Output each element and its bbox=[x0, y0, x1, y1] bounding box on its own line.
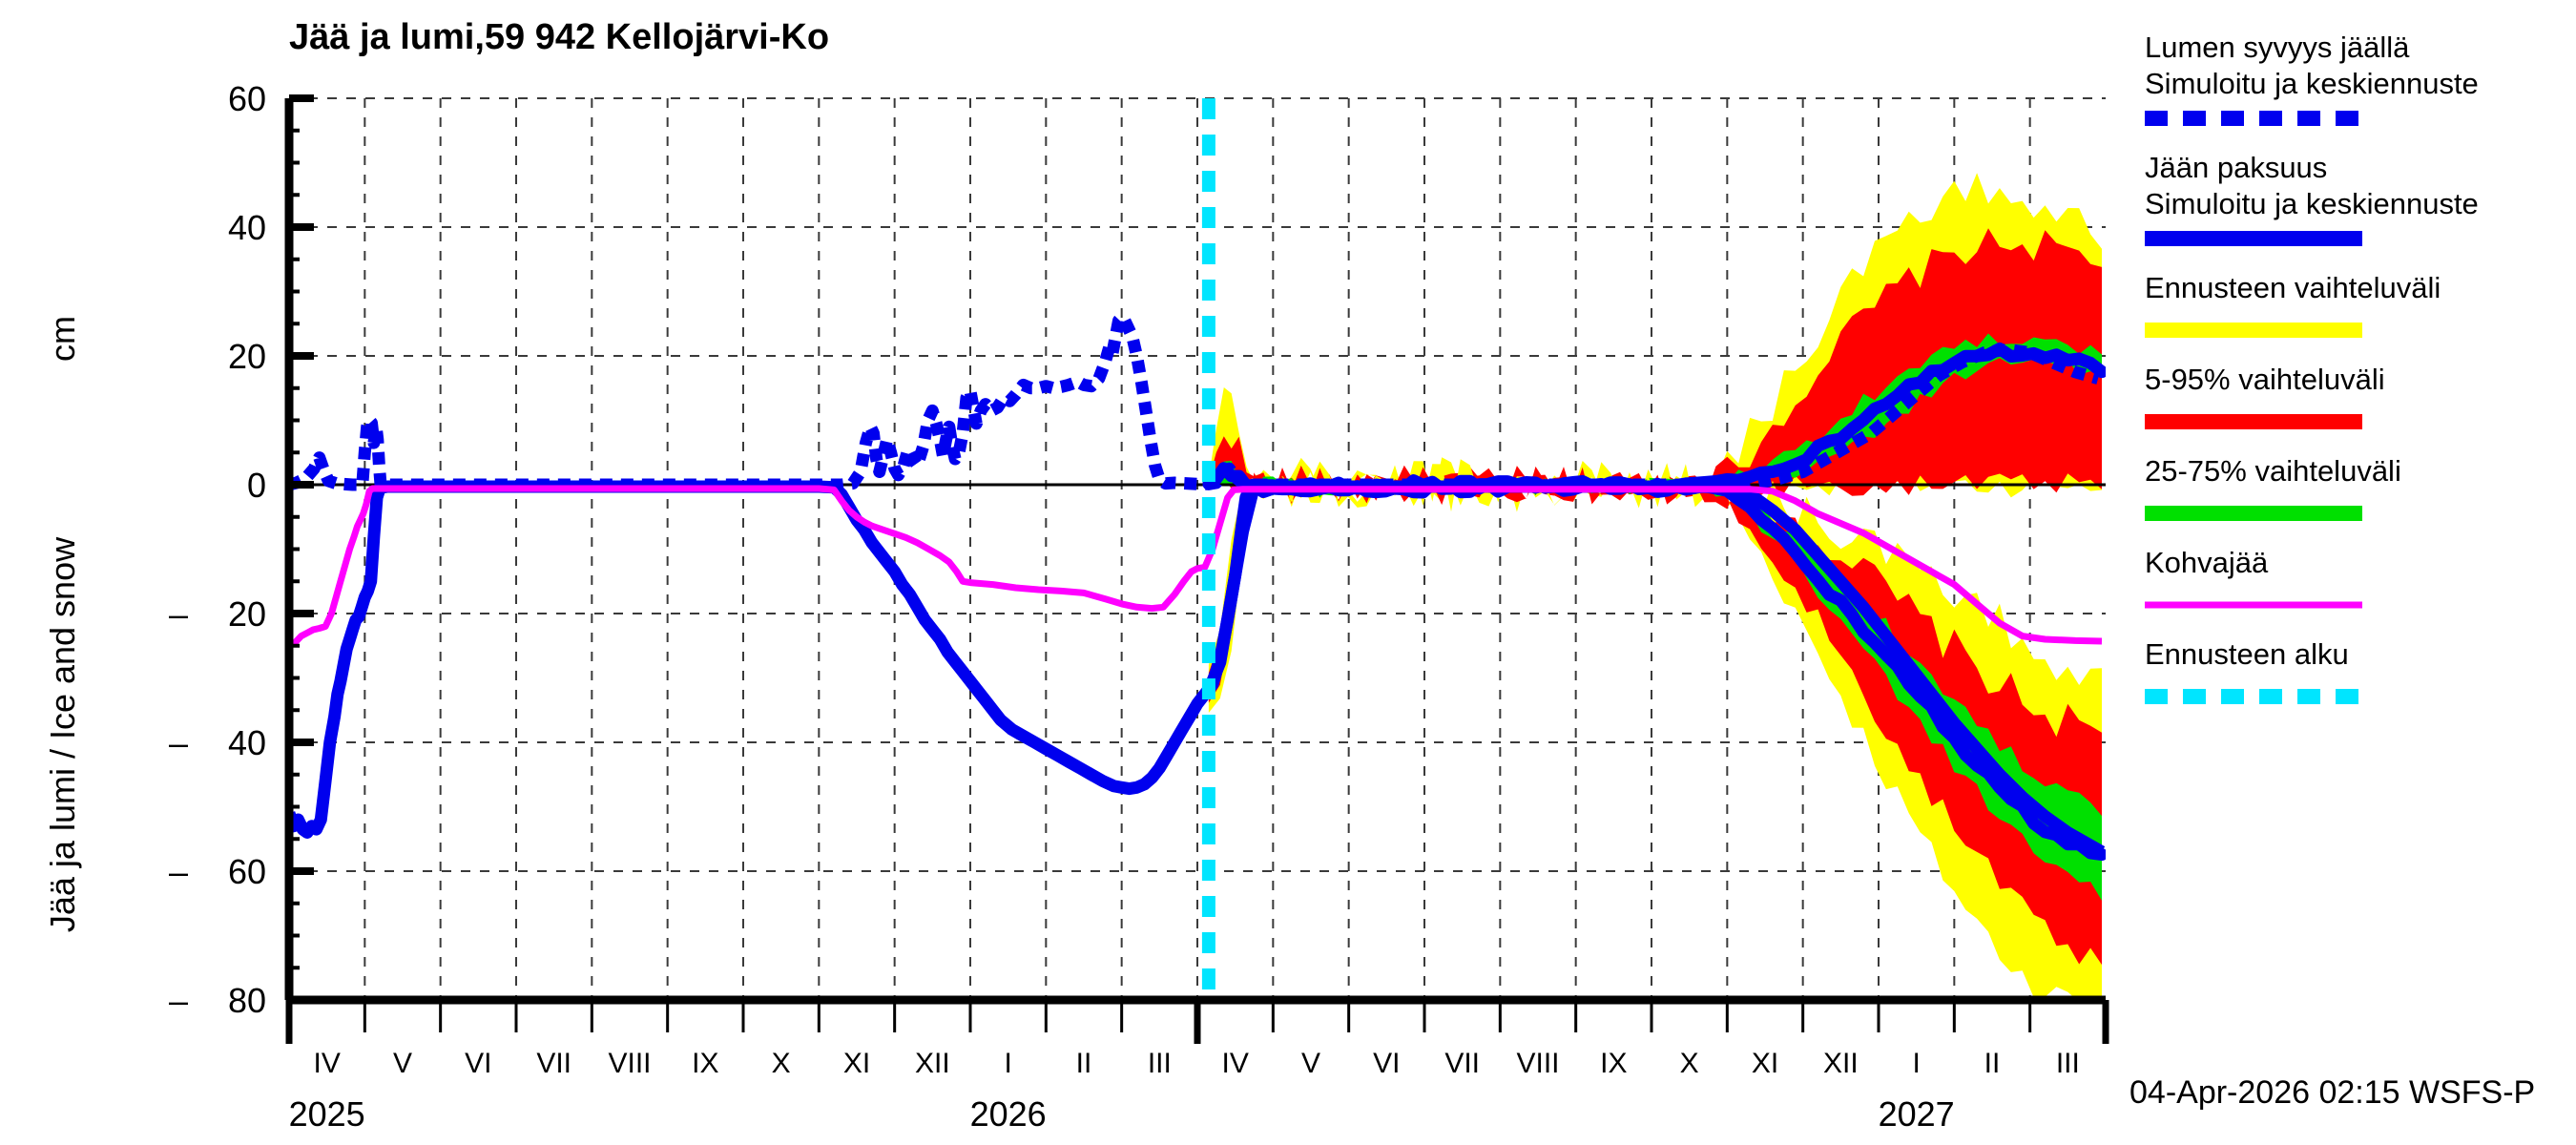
x-month-label: XI bbox=[843, 1048, 870, 1079]
page-title: Jää ja lumi,59 942 Kellojärvi-Ko bbox=[289, 17, 830, 57]
x-month-label: V bbox=[393, 1048, 412, 1079]
uncertainty-bands bbox=[1208, 173, 2102, 1000]
footer-timestamp: 04-Apr-2026 02:15 WSFS-P bbox=[2129, 1074, 2535, 1111]
legend-item-title: 5-95% vaihteluväli bbox=[2145, 363, 2385, 396]
x-month-label: IX bbox=[692, 1048, 718, 1079]
y-tick-minus: – bbox=[169, 594, 188, 634]
y-tick-minus: – bbox=[169, 723, 188, 762]
y-tick-label: 0 bbox=[247, 466, 266, 505]
legend-item-title: Lumen syvyys jäällä bbox=[2145, 31, 2410, 64]
x-year-label: 2027 bbox=[1879, 1094, 1955, 1134]
x-month-label: V bbox=[1301, 1048, 1320, 1079]
y-tick-label: 20 bbox=[228, 594, 266, 634]
y-tick-label: 80 bbox=[228, 981, 266, 1020]
y-tick-minus: – bbox=[169, 981, 188, 1020]
x-month-label: I bbox=[1004, 1048, 1011, 1079]
x-month-label: XII bbox=[1823, 1048, 1859, 1079]
x-month-label: IV bbox=[313, 1048, 340, 1079]
legend-item-title: Ennusteen alku bbox=[2145, 637, 2349, 671]
legend-item-subtitle: Simuloitu ja keskiennuste bbox=[2145, 67, 2479, 100]
y-tick-label: 60 bbox=[228, 79, 266, 118]
x-tick-labels: IV V VI VII VIII IX X XI XII I II III IV V VI VII VIII IX… bbox=[313, 1048, 2079, 1079]
y-tick-minus: – bbox=[169, 852, 188, 891]
x-month-label: XI bbox=[1752, 1048, 1778, 1079]
y-tick-labels: 60 40 20 0 20 40 60 80 – – – – bbox=[169, 79, 266, 1020]
x-month-label: IV bbox=[1221, 1048, 1248, 1079]
axes bbox=[284, 94, 2109, 1044]
x-month-label: VI bbox=[1373, 1048, 1400, 1079]
y-tick-label: 40 bbox=[228, 723, 266, 762]
legend-item-title: Jään paksuus bbox=[2145, 151, 2327, 184]
x-month-label: VIII bbox=[608, 1048, 651, 1079]
y-tick-label: 20 bbox=[228, 337, 266, 376]
x-month-label: VII bbox=[536, 1048, 571, 1079]
y-tick-label: 60 bbox=[228, 852, 266, 891]
y-axis-title: Jää ja lumi / Ice and snow bbox=[43, 536, 82, 932]
data-series bbox=[289, 311, 2106, 862]
y-axis-unit: cm bbox=[43, 316, 82, 362]
x-month-label: III bbox=[2056, 1048, 2080, 1079]
x-month-label: XII bbox=[915, 1048, 950, 1079]
axis-titles: Jää ja lumi / Ice and snow cm bbox=[43, 316, 82, 932]
legend-item-title: Ennusteen vaihteluväli bbox=[2145, 271, 2441, 304]
legend-item-title: Kohvajää bbox=[2145, 546, 2269, 579]
x-month-label: VII bbox=[1444, 1048, 1480, 1079]
footer: 04-Apr-2026 02:15 WSFS-P bbox=[2129, 1074, 2535, 1111]
x-year-label: 2026 bbox=[970, 1094, 1047, 1134]
x-month-label: II bbox=[1076, 1048, 1092, 1079]
x-month-label: X bbox=[1680, 1048, 1699, 1079]
x-year-label: 2025 bbox=[289, 1094, 365, 1134]
series-slush bbox=[289, 485, 2103, 649]
x-month-label: X bbox=[772, 1048, 791, 1079]
x-month-label: II bbox=[1984, 1048, 2001, 1079]
x-month-label: I bbox=[1912, 1048, 1920, 1079]
y-tick-label: 40 bbox=[228, 208, 266, 247]
x-month-label: IX bbox=[1600, 1048, 1627, 1079]
x-month-label: VI bbox=[465, 1048, 491, 1079]
x-month-label: III bbox=[1148, 1048, 1172, 1079]
x-month-label: VIII bbox=[1516, 1048, 1559, 1079]
legend-item-subtitle: Simuloitu ja keskiennuste bbox=[2145, 187, 2479, 220]
legend-item-title: 25-75% vaihteluväli bbox=[2145, 454, 2401, 488]
year-labels: 2025 2026 2027 bbox=[289, 1094, 1955, 1134]
